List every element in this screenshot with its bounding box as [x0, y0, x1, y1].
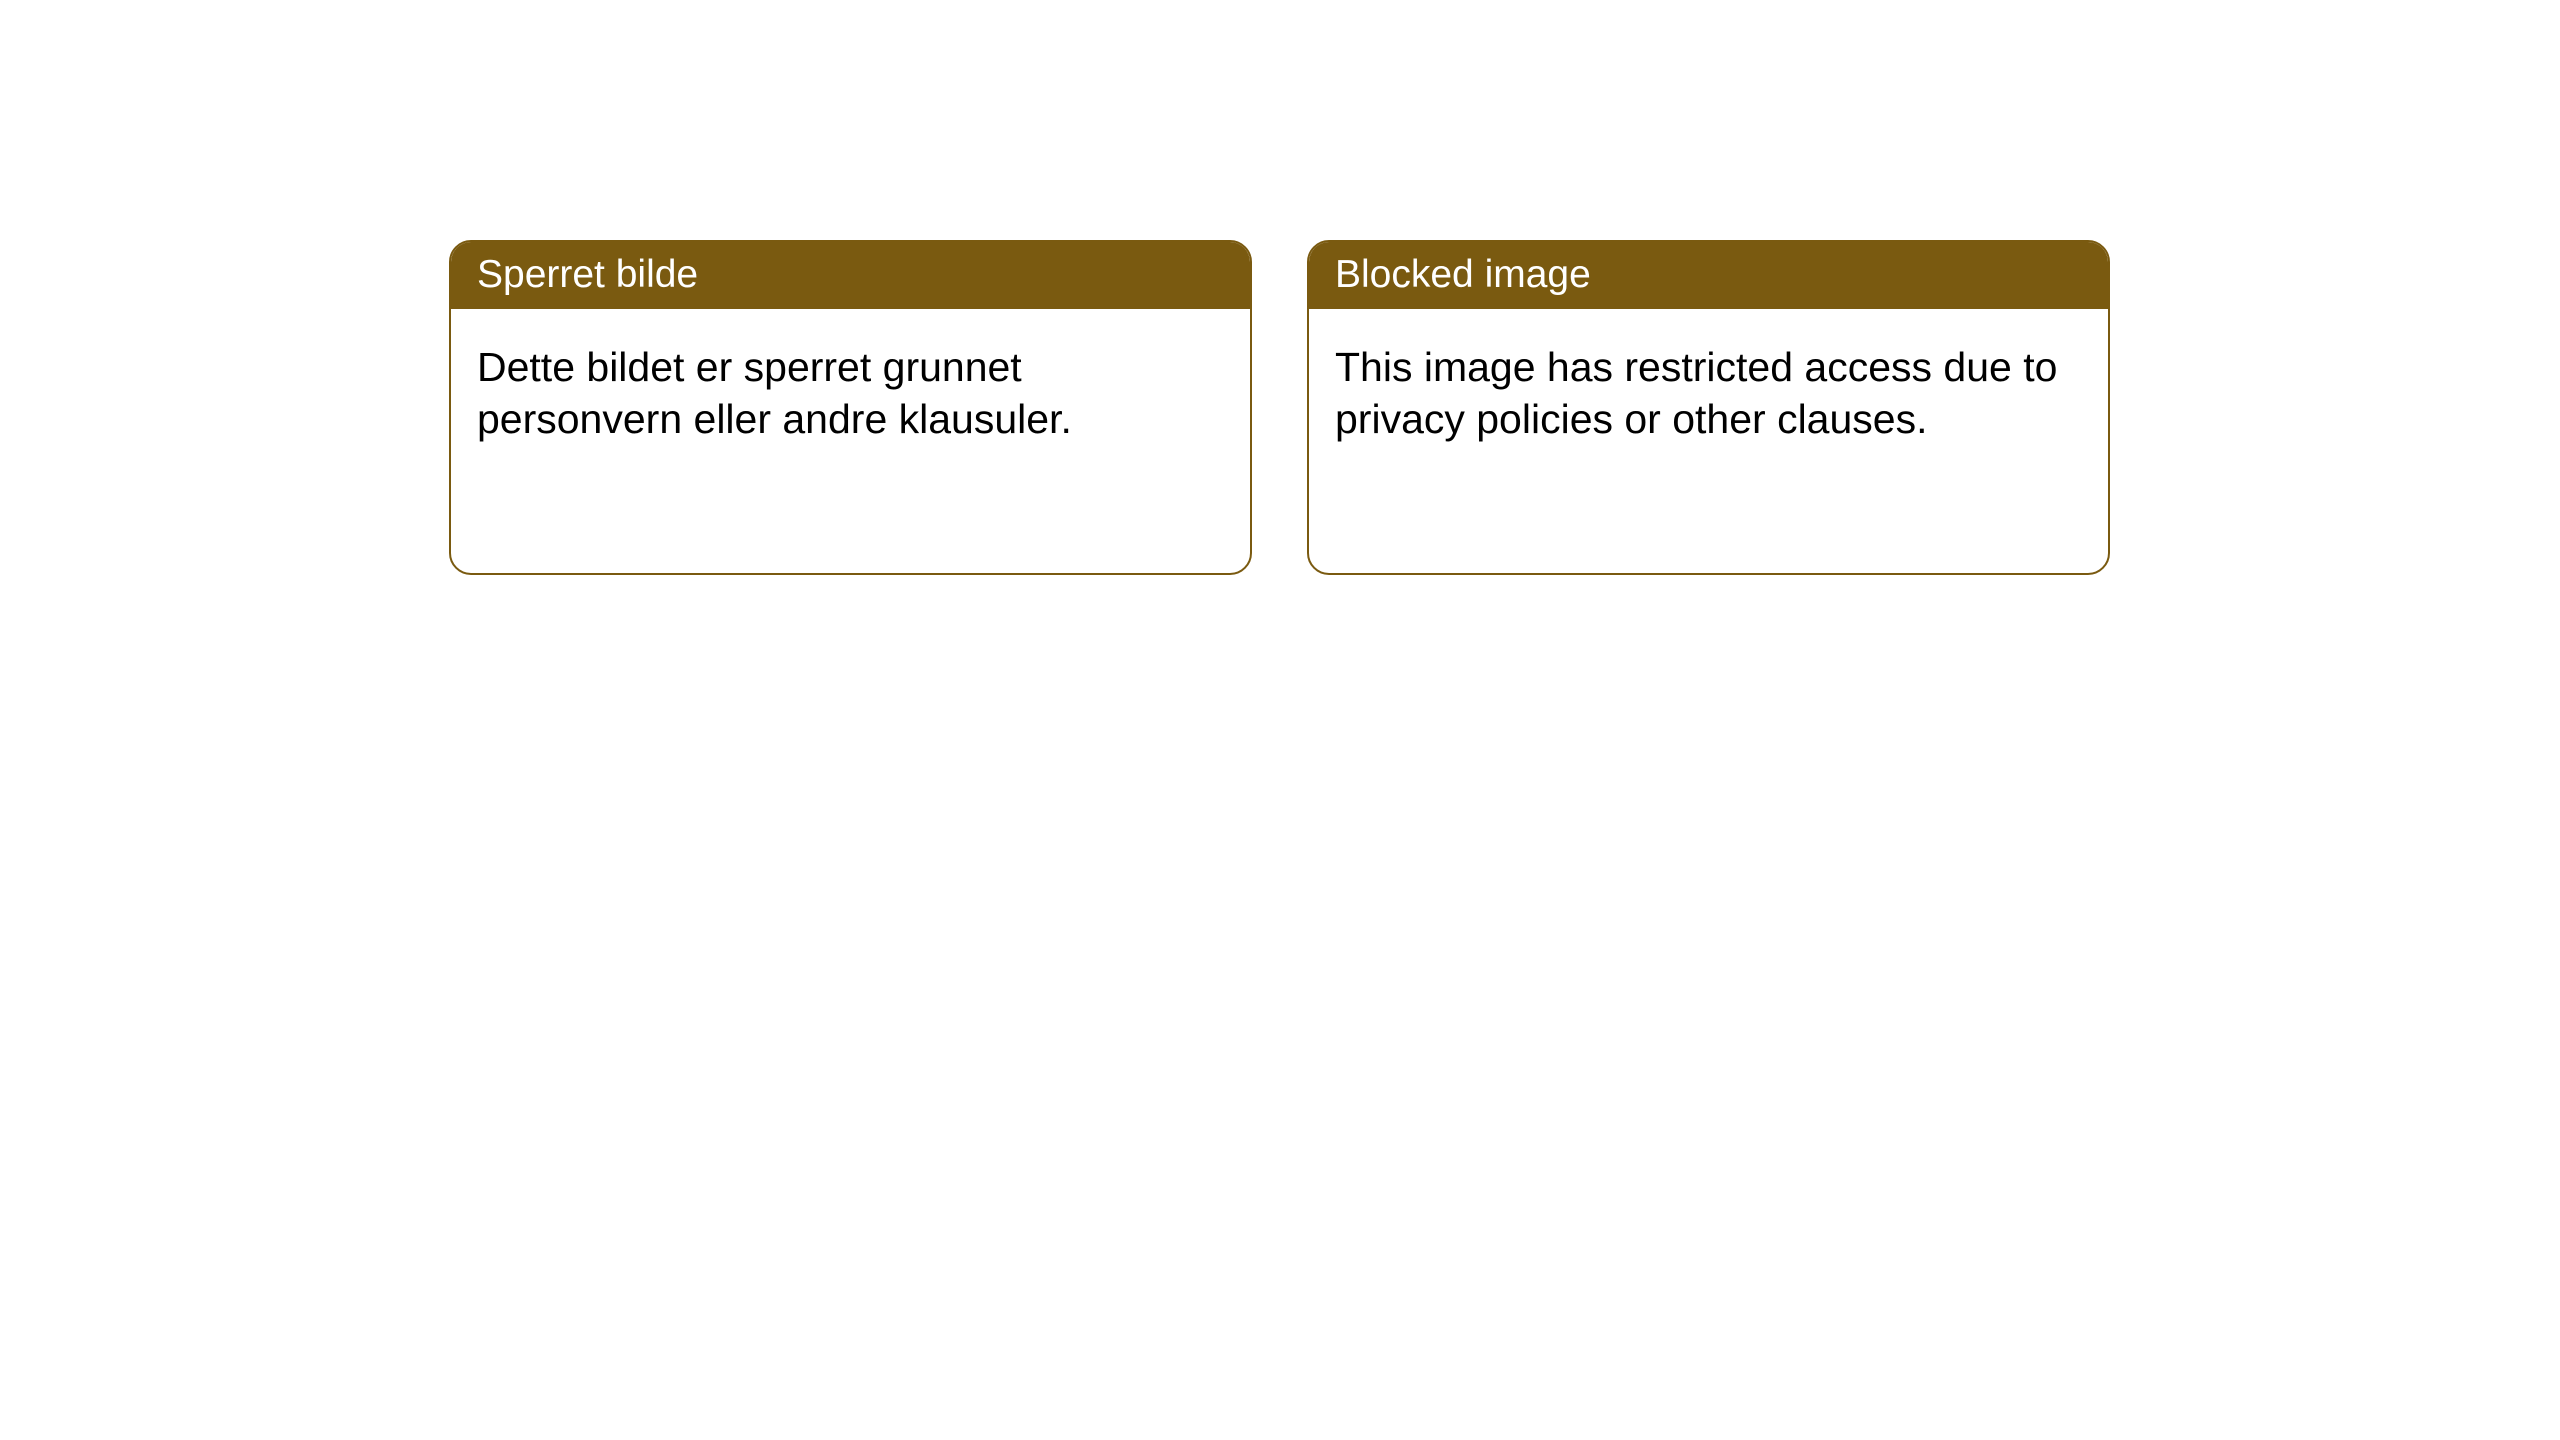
- notice-header: Sperret bilde: [451, 242, 1250, 309]
- notice-header: Blocked image: [1309, 242, 2108, 309]
- notice-container: Sperret bilde Dette bildet er sperret gr…: [0, 0, 2560, 575]
- notice-card-norwegian: Sperret bilde Dette bildet er sperret gr…: [449, 240, 1252, 575]
- notice-card-english: Blocked image This image has restricted …: [1307, 240, 2110, 575]
- notice-body: Dette bildet er sperret grunnet personve…: [451, 309, 1250, 472]
- notice-body: This image has restricted access due to …: [1309, 309, 2108, 472]
